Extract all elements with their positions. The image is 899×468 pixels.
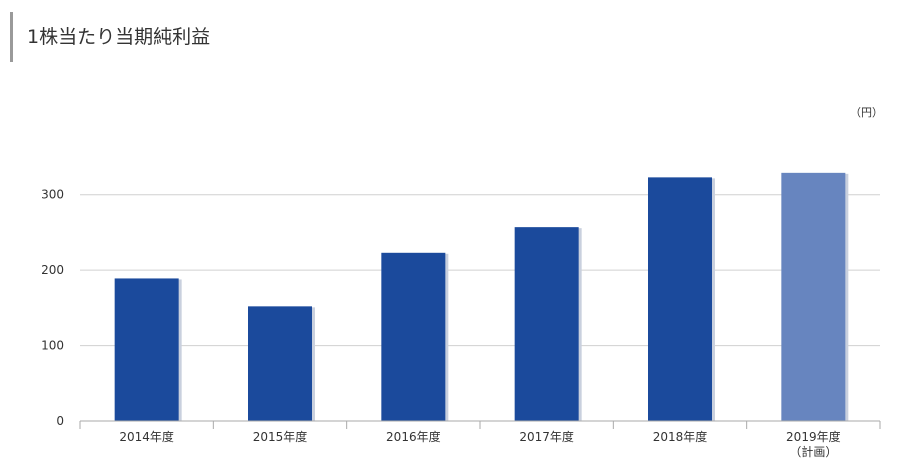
y-tick-label: 100 (41, 339, 64, 353)
title-block: 1株当たり当期純利益 (10, 12, 210, 62)
x-category-label: 2019年度 (786, 429, 841, 444)
x-category-label: 2018年度 (653, 429, 708, 444)
y-tick-label: 200 (41, 263, 64, 277)
y-unit-label: （円） (850, 106, 883, 119)
grid-lines (80, 194, 880, 347)
bar (114, 278, 179, 421)
bar (248, 306, 312, 421)
x-category-label: 2014年度 (119, 429, 174, 444)
y-tick-label: 0 (56, 414, 64, 428)
page-title: 1株当たり当期純利益 (27, 26, 211, 48)
bar (781, 172, 846, 421)
axes (79, 420, 881, 429)
x-category-label: 2017年度 (519, 429, 574, 444)
x-category-label: 2015年度 (253, 429, 308, 444)
bars (114, 172, 849, 421)
y-tick-label: 300 (41, 188, 64, 202)
bar (648, 177, 712, 421)
labels: 0 100 200 300 2014年度 2015年度 2016年度 2017年度 2018年度… (41, 188, 841, 459)
x-category-sublabel: （計画） (789, 444, 837, 459)
bar (514, 227, 579, 421)
x-category-label: 2016年度 (386, 429, 441, 444)
bar (381, 252, 446, 421)
